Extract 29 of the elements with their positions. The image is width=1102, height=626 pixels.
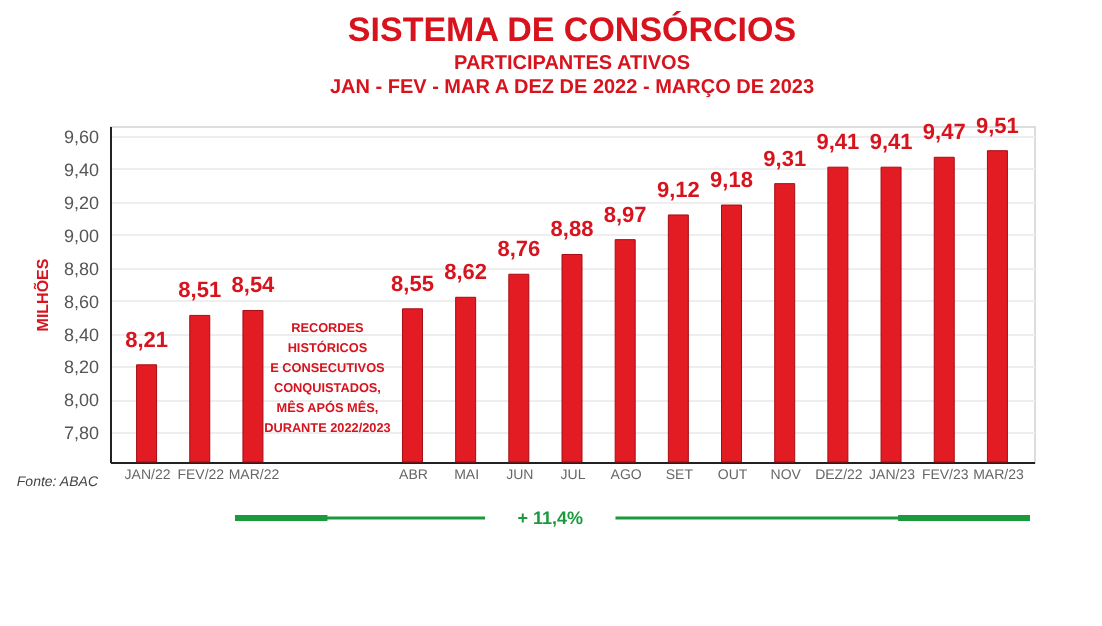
y-tick-label: 9,00: [63, 225, 99, 246]
data-label: 8,55: [391, 272, 434, 297]
data-label: 8,62: [444, 261, 488, 286]
y-tick-label: 8,80: [63, 258, 99, 279]
y-tick-label: 9,60: [63, 126, 99, 147]
data-label: 9,41: [869, 131, 913, 156]
y-tick-label: 9,40: [63, 159, 99, 180]
data-label: 9,18: [710, 169, 753, 194]
y-tick-label: 8,00: [63, 390, 99, 411]
y-axis-title: MILHÕES: [31, 257, 52, 332]
chart-subtitle: PARTICIPANTES ATIVOS JAN - FEV - MAR A DEZ DE 2022 - MARÇO DE 2023: [329, 52, 815, 99]
data-label: 9,31: [763, 147, 807, 172]
y-tick-label: 9,20: [63, 192, 99, 213]
y-tick-label: 8,40: [63, 324, 99, 345]
data-label: 8,88: [550, 218, 594, 243]
data-label: 8,76: [497, 238, 541, 263]
data-label: 8,97: [603, 203, 647, 228]
data-label: 9,47: [922, 121, 966, 146]
text: + 11,4%: [517, 508, 584, 528]
y-tick-label: 8,20: [63, 357, 99, 378]
y-tick-label: 8,60: [63, 291, 99, 312]
data-label: 9,12: [656, 178, 700, 203]
data-label: 9,41: [816, 131, 860, 156]
data-label: 8,51: [178, 279, 222, 304]
chart-title: SISTEMA DE CONSÓRCIOS: [347, 8, 797, 49]
data-label: 9,51: [975, 114, 1019, 139]
y-tick-label: 7,80: [63, 423, 99, 444]
data-label: 8,54: [231, 274, 277, 299]
data-label: 8,21: [125, 328, 169, 353]
